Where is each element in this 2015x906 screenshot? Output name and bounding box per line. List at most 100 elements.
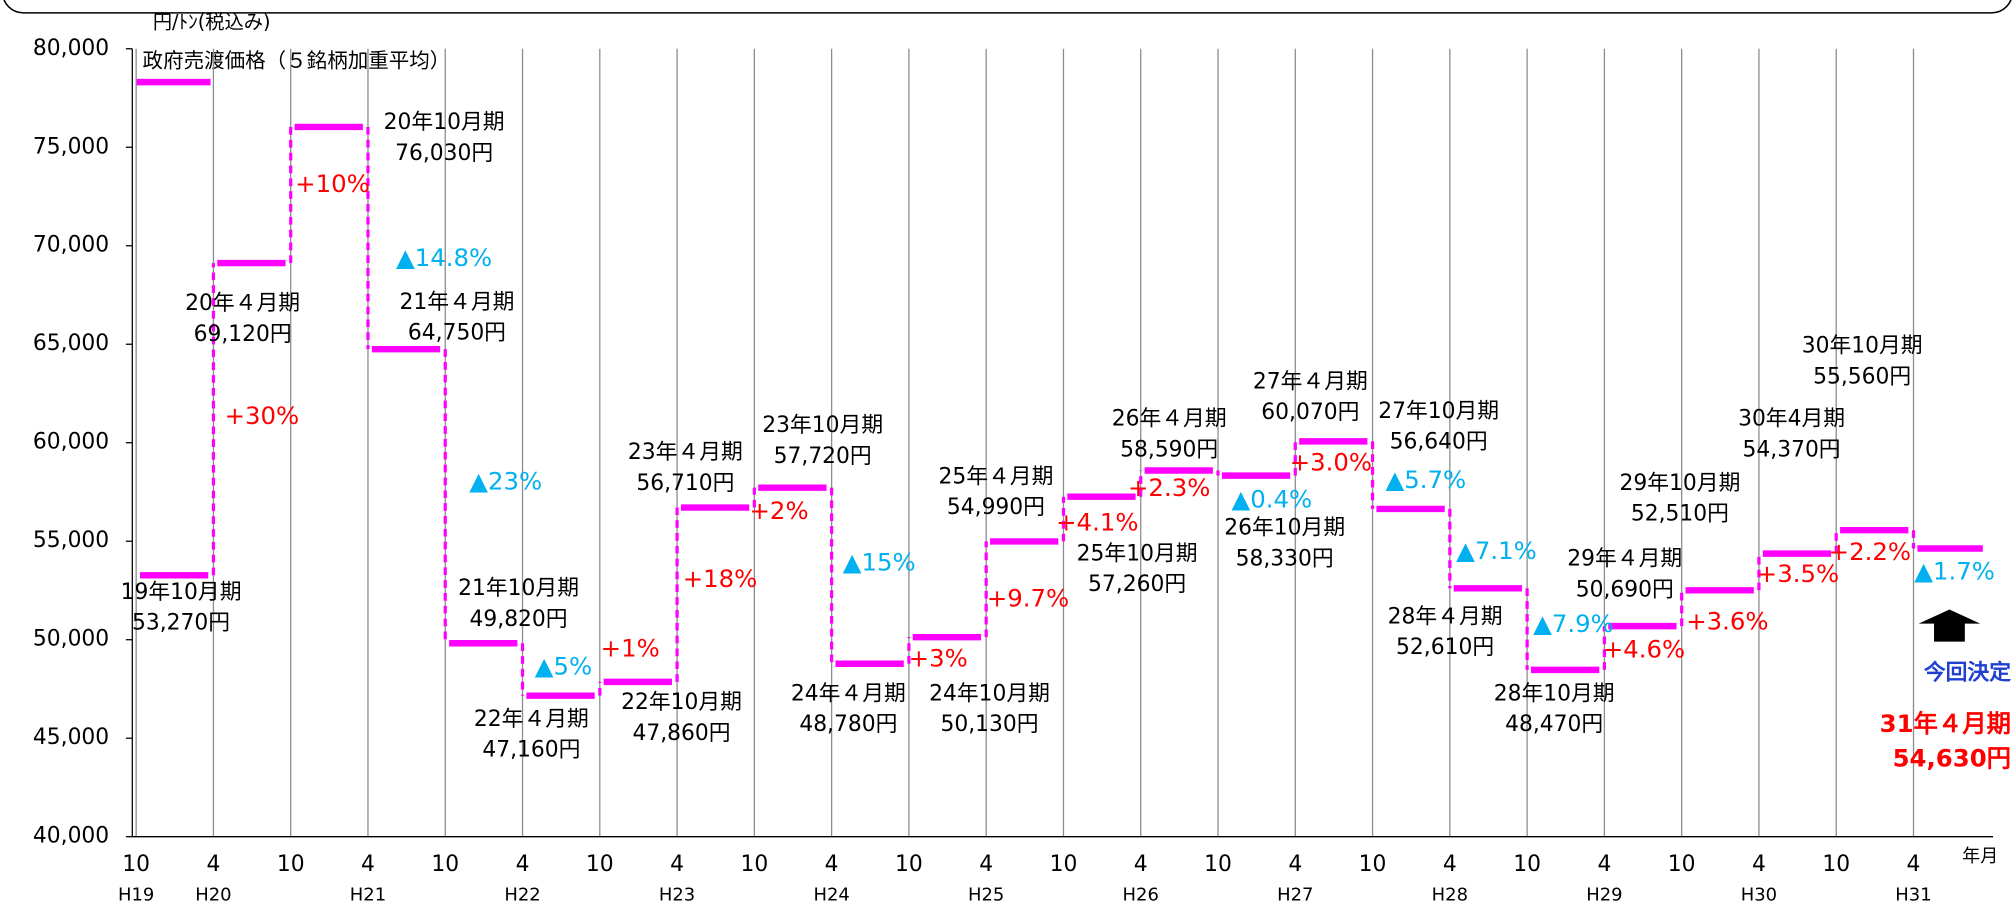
value-label: 50,130円 bbox=[940, 712, 1038, 737]
change-label: +2.3% bbox=[1128, 473, 1210, 502]
value-label: 58,590円 bbox=[1120, 437, 1218, 462]
x-tick-label: 10 bbox=[1822, 852, 1850, 877]
x-tick-label: 10 bbox=[1359, 852, 1387, 877]
period-label: 30年10月期 bbox=[1802, 333, 1923, 358]
x-tick-label: 10 bbox=[1050, 852, 1078, 877]
change-label: +3.6% bbox=[1686, 606, 1768, 635]
change-label: +4.1% bbox=[1056, 508, 1138, 537]
unit-label: 円/ﾄﾝ(税込み) bbox=[153, 11, 271, 34]
value-label: 55,560円 bbox=[1813, 364, 1911, 389]
era-label: H27 bbox=[1277, 885, 1313, 906]
period-label: 28年４月期 bbox=[1388, 604, 1503, 629]
period-label: 25年10月期 bbox=[1077, 541, 1198, 566]
y-tick-label: 75,000 bbox=[33, 134, 109, 159]
y-tick-label: 50,000 bbox=[33, 627, 109, 652]
change-label: ▲1.7% bbox=[1914, 556, 1995, 585]
value-label: 52,510円 bbox=[1631, 502, 1729, 527]
value-label: 76,030円 bbox=[395, 141, 493, 166]
change-label: +10% bbox=[295, 169, 370, 198]
era-label: H25 bbox=[968, 885, 1004, 906]
era-label: H20 bbox=[195, 885, 231, 906]
x-tick-label: 4 bbox=[1597, 852, 1611, 877]
value-label: 60,070円 bbox=[1261, 400, 1359, 425]
change-label: +4.6% bbox=[1603, 635, 1685, 664]
change-label: +3% bbox=[909, 644, 968, 673]
value-label: 58,330円 bbox=[1236, 547, 1334, 572]
era-label: H19 bbox=[118, 885, 154, 906]
period-label: 27年４月期 bbox=[1253, 369, 1368, 394]
change-label: ▲5% bbox=[535, 651, 592, 680]
era-label: H26 bbox=[1123, 885, 1159, 906]
value-label: 52,610円 bbox=[1396, 635, 1494, 660]
change-label: +3.0% bbox=[1290, 447, 1372, 476]
arrow bbox=[1918, 609, 1981, 642]
value-label: 54,370円 bbox=[1743, 437, 1841, 462]
era-label: H30 bbox=[1741, 885, 1777, 906]
x-tick-label: 4 bbox=[670, 852, 684, 877]
period-label: 26年10月期 bbox=[1224, 516, 1345, 541]
value-label: 57,260円 bbox=[1088, 572, 1186, 597]
value-label: 53,270円 bbox=[132, 611, 230, 636]
period-label: 21年４月期 bbox=[400, 290, 515, 315]
y-tick-label: 70,000 bbox=[33, 233, 109, 258]
period-label: 28年10月期 bbox=[1494, 681, 1615, 706]
value-label: 56,640円 bbox=[1390, 430, 1488, 455]
change-label: ▲7.9% bbox=[1533, 609, 1614, 638]
period-label: 26年４月期 bbox=[1112, 407, 1227, 432]
era-label: H24 bbox=[813, 885, 849, 906]
period-label: 21年10月期 bbox=[458, 576, 579, 601]
period-label: 19年10月期 bbox=[121, 580, 242, 605]
x-tick-label: 4 bbox=[1288, 852, 1302, 877]
value-label: 56,710円 bbox=[636, 471, 734, 496]
x-tick-label: 4 bbox=[206, 852, 220, 877]
change-label: +30% bbox=[225, 401, 300, 430]
value-label: 47,860円 bbox=[633, 721, 731, 746]
x-tick-label: 4 bbox=[979, 852, 993, 877]
era-label: H31 bbox=[1895, 885, 1931, 906]
change-label: +18% bbox=[683, 564, 758, 593]
era-label: H28 bbox=[1432, 885, 1468, 906]
era-label: H29 bbox=[1586, 885, 1622, 906]
period-label: 20年10月期 bbox=[384, 110, 505, 135]
period-label: 23年４月期 bbox=[628, 440, 743, 465]
x-tick-label: 4 bbox=[1752, 852, 1766, 877]
legend-label: 政府売渡価格（５銘柄加重平均） bbox=[143, 49, 451, 73]
period-label: 29年10月期 bbox=[1620, 471, 1741, 496]
x-axis-label: 年月 bbox=[1962, 846, 1998, 867]
period-label: 30年4月期 bbox=[1738, 407, 1845, 432]
x-tick-label: 4 bbox=[361, 852, 375, 877]
x-tick-label: 10 bbox=[1668, 852, 1696, 877]
period-label: 31年４月期 bbox=[1880, 709, 2011, 738]
x-tick-label: 10 bbox=[1513, 852, 1541, 877]
value-label: 47,160円 bbox=[482, 738, 580, 763]
change-label: +9.7% bbox=[987, 583, 1069, 612]
value-label: 54,990円 bbox=[947, 495, 1045, 520]
change-label: ▲23% bbox=[469, 467, 542, 496]
value-label: 48,470円 bbox=[1505, 712, 1603, 737]
change-label: ▲0.4% bbox=[1232, 484, 1313, 513]
change-label: +2.2% bbox=[1829, 537, 1911, 566]
value-label: 49,820円 bbox=[470, 607, 568, 632]
x-tick-label: 10 bbox=[122, 852, 150, 877]
period-label: 25年４月期 bbox=[938, 464, 1053, 489]
y-tick-label: 40,000 bbox=[33, 824, 109, 849]
x-tick-label: 4 bbox=[825, 852, 839, 877]
value-label: 50,690円 bbox=[1576, 577, 1674, 602]
highlight-label: 今回決定 bbox=[1924, 660, 2011, 686]
frame bbox=[3, 0, 2012, 14]
change-label: ▲5.7% bbox=[1386, 465, 1467, 494]
period-label: 22年４月期 bbox=[474, 707, 589, 732]
period-label: 24年10月期 bbox=[929, 681, 1050, 706]
x-tick-label: 10 bbox=[586, 852, 614, 877]
change-label: +3.5% bbox=[1757, 559, 1839, 588]
change-label: ▲14.8% bbox=[396, 243, 492, 272]
y-tick-label: 80,000 bbox=[33, 36, 109, 61]
period-label: 24年４月期 bbox=[791, 681, 906, 706]
value-label: 69,120円 bbox=[194, 322, 292, 347]
value-label: 64,750円 bbox=[408, 321, 506, 346]
x-tick-label: 10 bbox=[740, 852, 768, 877]
x-tick-label: 10 bbox=[431, 852, 459, 877]
value-label: 57,720円 bbox=[774, 444, 872, 469]
change-label: ▲15% bbox=[843, 547, 916, 576]
